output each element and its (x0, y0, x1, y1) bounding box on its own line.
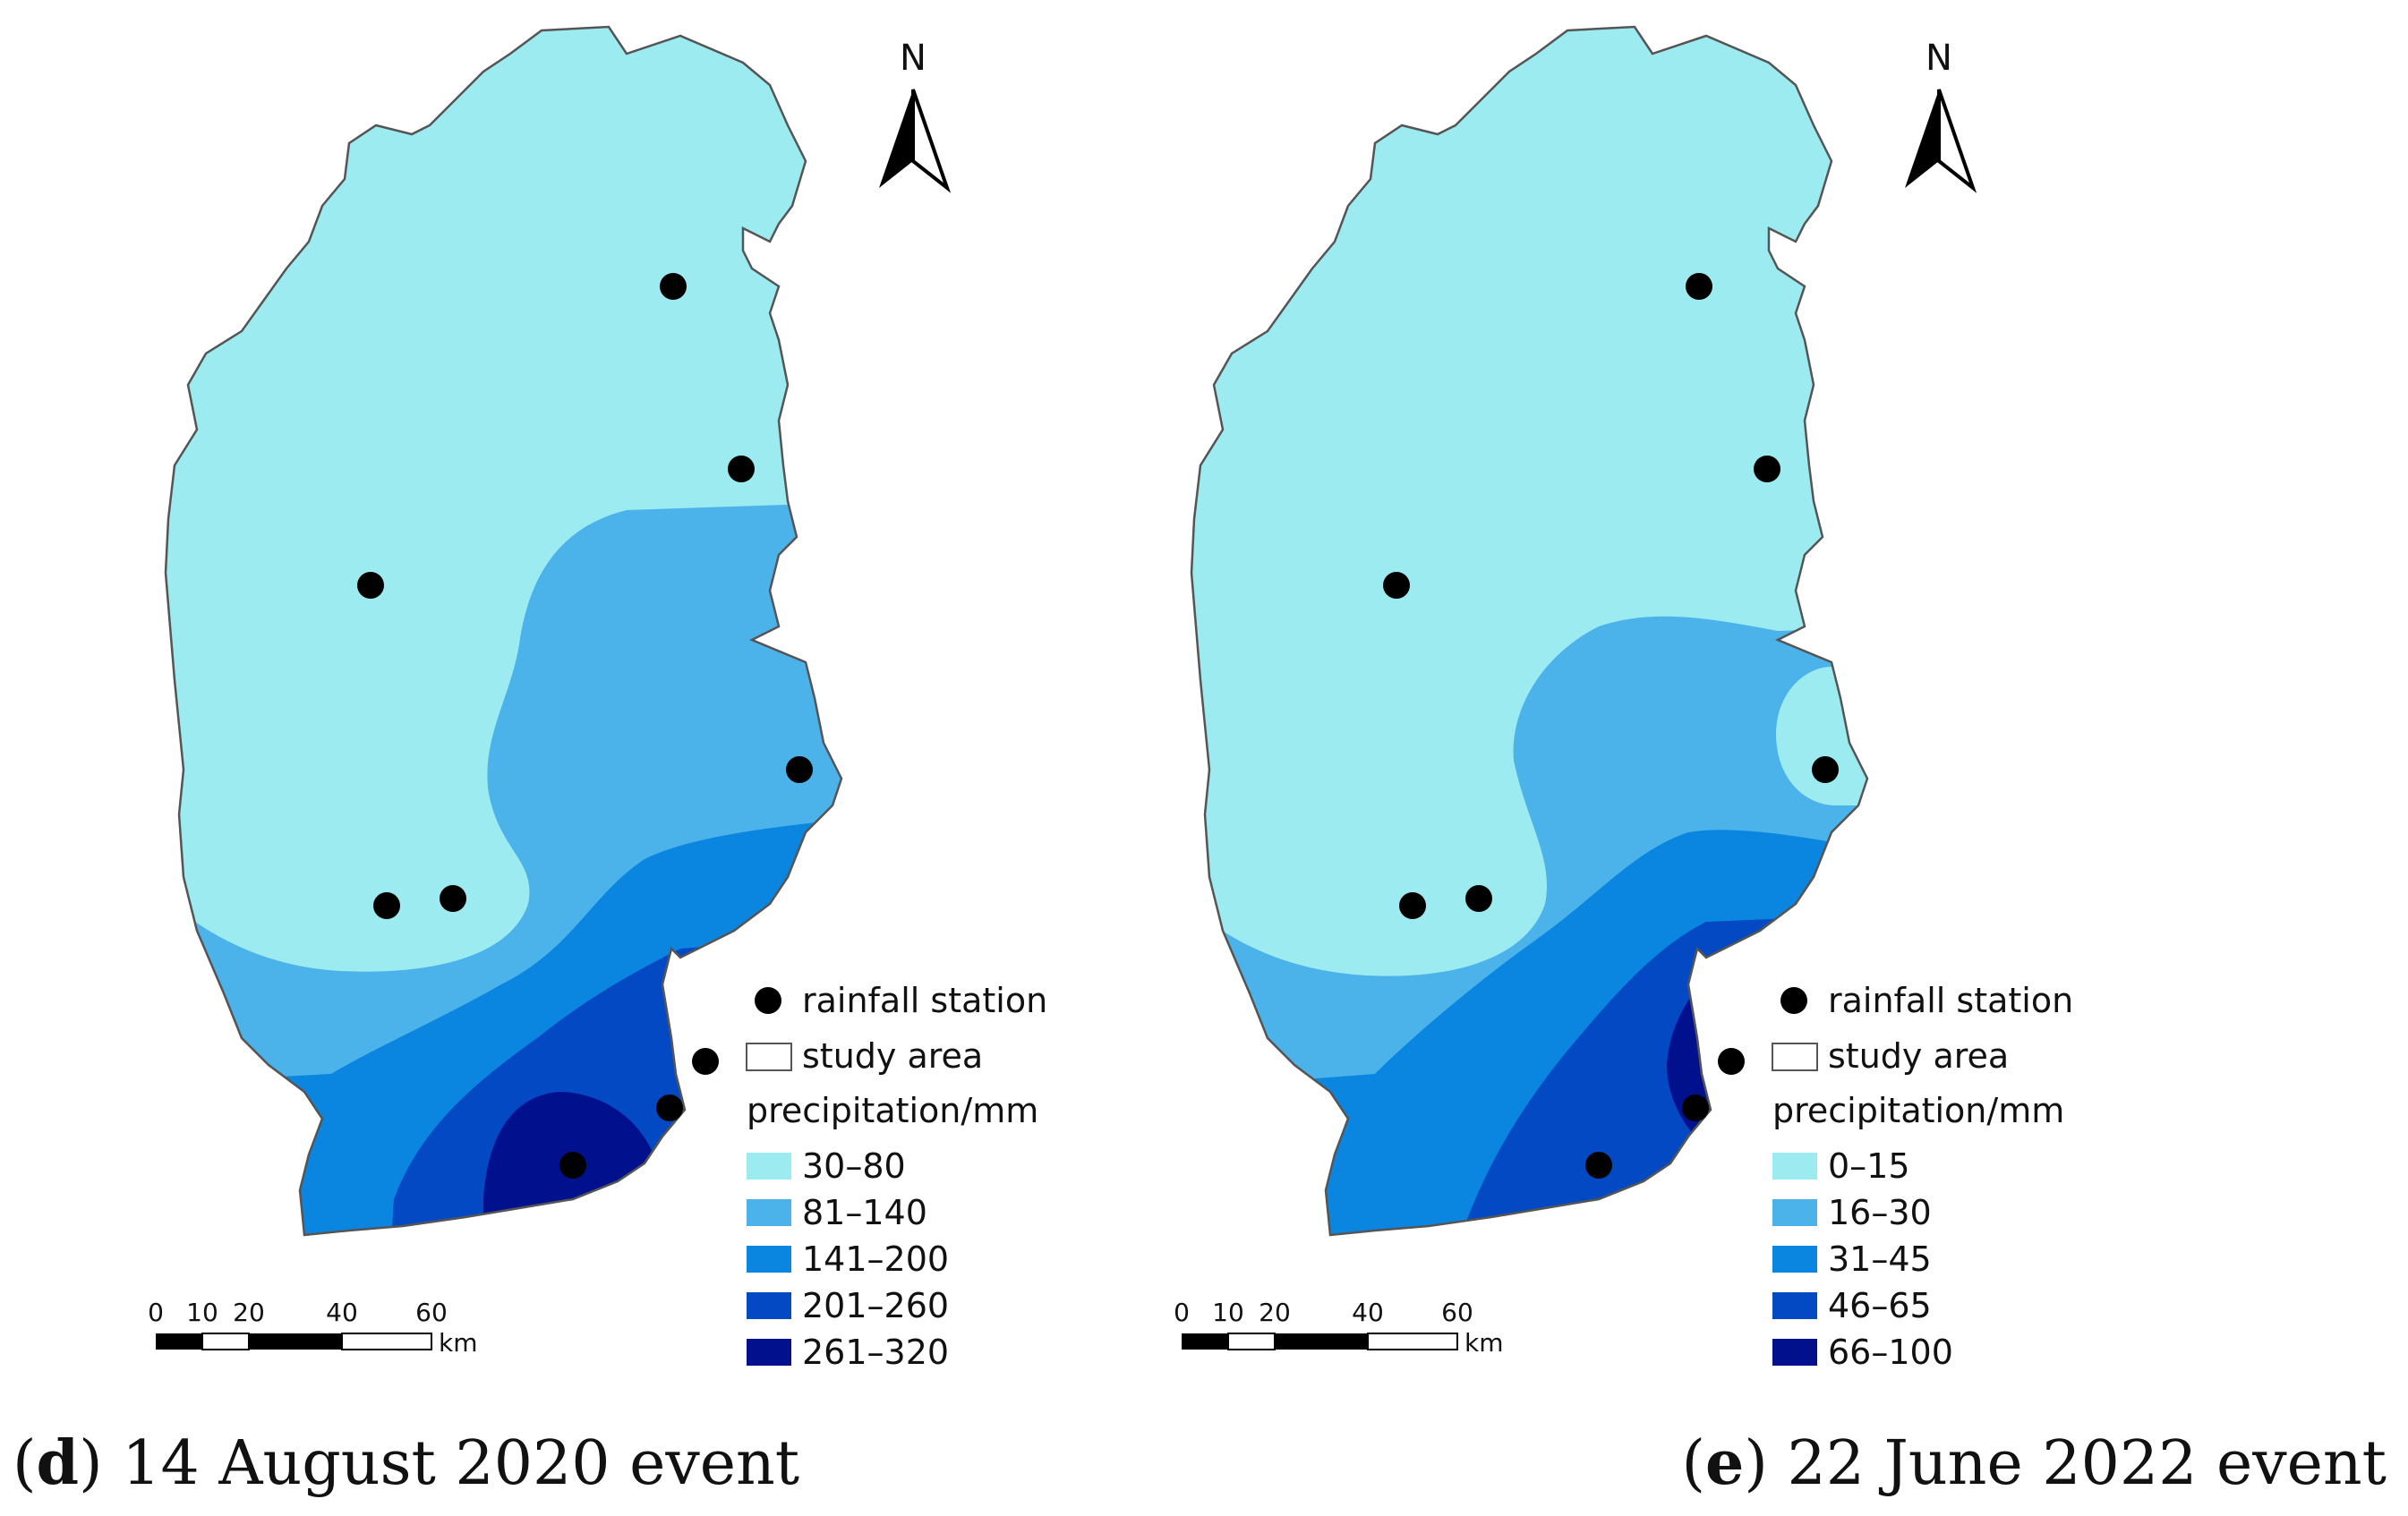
rainfall-station-marker (440, 885, 466, 912)
scale-segment (156, 1333, 202, 1350)
legend-class-2: 81–140 (802, 1193, 927, 1232)
scale-bar: 0 10 20 40 60 km (1174, 1298, 1503, 1358)
legend-precip-title: precipitation/mm (1772, 1091, 2064, 1130)
legend-swatch-3 (1772, 1246, 1817, 1273)
legend-swatch-3 (747, 1246, 791, 1273)
scale-unit: km (1464, 1328, 1504, 1358)
precip-zone-5 (483, 1092, 653, 1235)
north-arrow-icon (1903, 88, 1975, 190)
rainfall-station-marker (786, 756, 813, 783)
rainfall-station-marker (1812, 756, 1839, 783)
scale-segment (1367, 1333, 1458, 1350)
legend-station-label: rainfall station (1828, 981, 2073, 1020)
legend-class-2: 16–30 (1828, 1193, 1932, 1232)
rainfall-station-marker (1686, 273, 1712, 300)
legend-class-3: 141–200 (802, 1239, 949, 1279)
scale-tick-label: 60 (415, 1298, 448, 1327)
north-label: N (1926, 38, 1952, 79)
rainfall-station-marker (1585, 1152, 1612, 1179)
rainfall-station-marker (1383, 572, 1410, 599)
north-label: N (900, 38, 926, 79)
rainfall-station-marker (373, 892, 400, 919)
rainfall-station-marker (1465, 885, 1492, 912)
legend-swatch-1 (747, 1153, 791, 1180)
legend-swatch-2 (1772, 1199, 1817, 1226)
scale-tick-label: 40 (1352, 1298, 1384, 1327)
precipitation-surface (166, 27, 841, 1235)
map-panel-e: N rainfall station study area precipitat… (1174, 25, 2387, 1499)
caption-letter: e (1705, 1427, 1744, 1499)
rainfall-station-marker (1399, 892, 1426, 919)
legend-study-area-swatch (1772, 1043, 1818, 1071)
rainfall-station-marker (1682, 1094, 1709, 1121)
legend-swatch-5 (1772, 1339, 1817, 1366)
scale-segment (249, 1333, 342, 1350)
legend-swatch-4 (1772, 1292, 1817, 1319)
scale-segment (1182, 1333, 1228, 1350)
scale-segment (201, 1333, 250, 1350)
scale-segment (1227, 1333, 1276, 1350)
scale-unit: km (439, 1328, 478, 1358)
rainfall-stations (1383, 273, 1839, 1179)
legend-class-1: 0–15 (1828, 1146, 1910, 1186)
legend: rainfall station study area precipitatio… (1772, 981, 2073, 1372)
legend-precip-title: precipitation/mm (747, 1091, 1038, 1130)
map-panel-d: N rainfall station study area precipitat… (13, 25, 1047, 1499)
rainfall-station-marker (728, 456, 755, 482)
scale-segment (1275, 1333, 1368, 1350)
scale-segment (341, 1333, 432, 1350)
rainfall-station-marker (1754, 456, 1780, 482)
legend-class-4: 201–260 (802, 1286, 949, 1325)
caption-text: 14 August 2020 event (103, 1428, 800, 1499)
rainfall-station-marker (656, 1094, 683, 1121)
legend-study-area-label: study area (802, 1036, 983, 1076)
scale-tick-label: 40 (326, 1298, 358, 1327)
scale-bar: 0 10 20 40 60 km (148, 1298, 477, 1358)
caption-text: 22 June 2022 event (1768, 1428, 2387, 1499)
north-arrow-icon (877, 88, 949, 190)
scale-tick-label: 20 (233, 1298, 265, 1327)
legend-station-symbol (1780, 987, 1807, 1014)
legend-class-3: 31–45 (1828, 1239, 1932, 1279)
legend-station-symbol (755, 987, 781, 1014)
rainfall-station-marker (660, 273, 687, 300)
legend-study-area-label: study area (1828, 1036, 2009, 1076)
north-arrow: N (1903, 38, 1975, 190)
legend-class-5: 66–100 (1828, 1333, 1953, 1372)
legend-swatch-5 (747, 1339, 791, 1366)
scale-tick-label: 0 (1174, 1298, 1190, 1327)
panel-caption-e: (e) 22 June 2022 event (1682, 1427, 2387, 1499)
north-arrow: N (877, 38, 949, 190)
legend-swatch-1 (1772, 1153, 1817, 1180)
scale-tick-label: 0 (148, 1298, 164, 1327)
precipitation-surface (1191, 27, 1867, 1235)
scale-tick-label: 10 (186, 1298, 218, 1327)
scale-tick-label: 10 (1212, 1298, 1244, 1327)
legend-station-label: rainfall station (802, 981, 1047, 1020)
legend-study-area-swatch (746, 1043, 792, 1071)
rainfall-station-marker (1718, 1048, 1745, 1075)
scale-tick-label: 60 (1441, 1298, 1473, 1327)
scale-tick-label: 20 (1259, 1298, 1291, 1327)
rainfall-station-marker (559, 1152, 586, 1179)
legend-swatch-2 (747, 1199, 791, 1226)
legend-class-4: 46–65 (1828, 1286, 1932, 1325)
rainfall-station-marker (357, 572, 384, 599)
legend-class-5: 261–320 (802, 1333, 949, 1372)
rainfall-station-marker (692, 1048, 719, 1075)
legend-class-1: 30–80 (802, 1146, 906, 1186)
legend-swatch-4 (747, 1292, 791, 1319)
panel-caption-d: (d) 14 August 2020 event (13, 1427, 799, 1499)
caption-letter: d (37, 1427, 80, 1499)
legend: rainfall station study area precipitatio… (746, 981, 1047, 1372)
rainfall-stations (357, 273, 813, 1179)
